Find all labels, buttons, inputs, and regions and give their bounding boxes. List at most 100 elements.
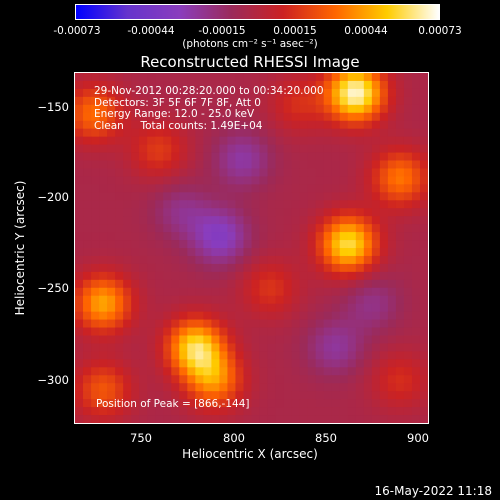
heatmap-cell <box>395 224 405 233</box>
heatmap-cell <box>155 240 164 249</box>
heatmap-cell <box>179 311 188 320</box>
heatmap-cell <box>91 311 100 320</box>
heatmap-cell <box>155 184 164 193</box>
heatmap-cell <box>171 343 180 352</box>
heatmap-cell <box>99 248 108 257</box>
heatmap-cell <box>187 415 196 423</box>
heatmap-cell <box>299 208 309 217</box>
x-axis-label: Heliocentric X (arcsec) <box>182 447 318 461</box>
heatmap-cell <box>403 335 413 344</box>
heatmap-cell <box>115 248 124 257</box>
heatmap-cell <box>419 96 428 106</box>
heatmap-cell <box>267 303 276 313</box>
heatmap-cell <box>283 383 293 392</box>
heatmap-cell <box>379 192 389 201</box>
heatmap-cell <box>99 407 108 416</box>
heatmap-cell <box>147 96 156 106</box>
heatmap-cell <box>331 120 341 130</box>
heatmap-cell <box>83 319 92 328</box>
heatmap-cell <box>195 232 204 241</box>
heatmap-cell <box>411 80 421 90</box>
heatmap-cell <box>395 335 405 344</box>
heatmap-cell <box>163 240 172 249</box>
heatmap-cell <box>419 120 428 130</box>
heatmap-cell <box>339 104 349 114</box>
heatmap-cell <box>387 359 397 368</box>
heatmap-cell <box>147 192 156 201</box>
heatmap-cell <box>411 224 421 233</box>
heatmap-cell <box>419 144 428 153</box>
heatmap-cell <box>211 120 220 130</box>
heatmap-cell <box>75 255 84 265</box>
heatmap-cell <box>315 375 325 384</box>
heatmap-cell <box>419 415 428 423</box>
heatmap-cell <box>307 200 317 209</box>
heatmap-cell <box>123 367 132 376</box>
heatmap-cell <box>403 415 413 423</box>
heatmap-cell <box>219 359 228 368</box>
heatmap-cell <box>251 144 260 153</box>
heatmap-cell <box>99 399 108 408</box>
heatmap-cell <box>371 80 381 90</box>
heatmap-cell <box>131 343 140 352</box>
heatmap-cell <box>235 152 244 161</box>
heatmap-cell <box>99 192 108 201</box>
heatmap-cell <box>75 192 84 201</box>
heatmap-cell <box>251 120 260 130</box>
heatmap-cell <box>75 383 84 392</box>
heatmap-cell <box>91 295 100 305</box>
heatmap-cell <box>259 112 268 122</box>
heatmap-cell <box>251 232 260 241</box>
heatmap-cell <box>163 73 172 82</box>
heatmap-cell <box>411 104 421 114</box>
heatmap-cell <box>91 168 100 177</box>
heatmap-cell <box>347 144 357 153</box>
heatmap-cell <box>315 248 325 257</box>
heatmap-cell <box>403 200 413 209</box>
heatmap-cell <box>339 208 349 217</box>
heatmap-cell <box>203 319 212 328</box>
heatmap-cell <box>139 359 148 368</box>
heatmap-cell <box>291 184 301 193</box>
heatmap-cell <box>307 271 317 281</box>
heatmap-cell <box>99 224 108 233</box>
heatmap-cell <box>299 184 309 193</box>
heatmap-cell <box>291 160 301 169</box>
heatmap-cell <box>235 279 244 289</box>
heatmap-cell <box>227 375 236 384</box>
heatmap-cell <box>331 319 341 328</box>
heatmap-cell <box>403 144 413 153</box>
heatmap-cell <box>419 168 428 177</box>
heatmap-cell <box>163 232 172 241</box>
heatmap-cell <box>259 415 268 423</box>
heatmap-cell <box>203 168 212 177</box>
heatmap-cell <box>379 399 389 408</box>
heatmap-cell <box>99 327 108 336</box>
heatmap-cell <box>75 407 84 416</box>
heatmap-cell <box>107 184 116 193</box>
heatmap-cell <box>339 359 349 368</box>
heatmap-cell <box>339 303 349 313</box>
heatmap-cell <box>307 311 317 320</box>
heatmap-cell <box>131 295 140 305</box>
heatmap-cell <box>403 255 413 265</box>
heatmap-cell <box>411 248 421 257</box>
heatmap-cell <box>307 224 317 233</box>
heatmap-cell <box>379 88 389 98</box>
heatmap-cell <box>179 399 188 408</box>
heatmap-cell <box>131 351 140 360</box>
heatmap-cell <box>195 303 204 313</box>
heatmap-cell <box>243 319 252 328</box>
heatmap-cell <box>347 287 357 297</box>
heatmap-cell <box>123 295 132 305</box>
heatmap-cell <box>251 88 260 98</box>
heatmap-cell <box>91 375 100 384</box>
heatmap-cell <box>275 160 284 169</box>
heatmap-cell <box>363 367 373 376</box>
heatmap-cell <box>283 112 293 122</box>
heatmap-cell <box>411 375 421 384</box>
heatmap-cell <box>235 375 244 384</box>
heatmap-cell <box>395 367 405 376</box>
heatmap-cell <box>339 168 349 177</box>
heatmap-cell <box>155 200 164 209</box>
